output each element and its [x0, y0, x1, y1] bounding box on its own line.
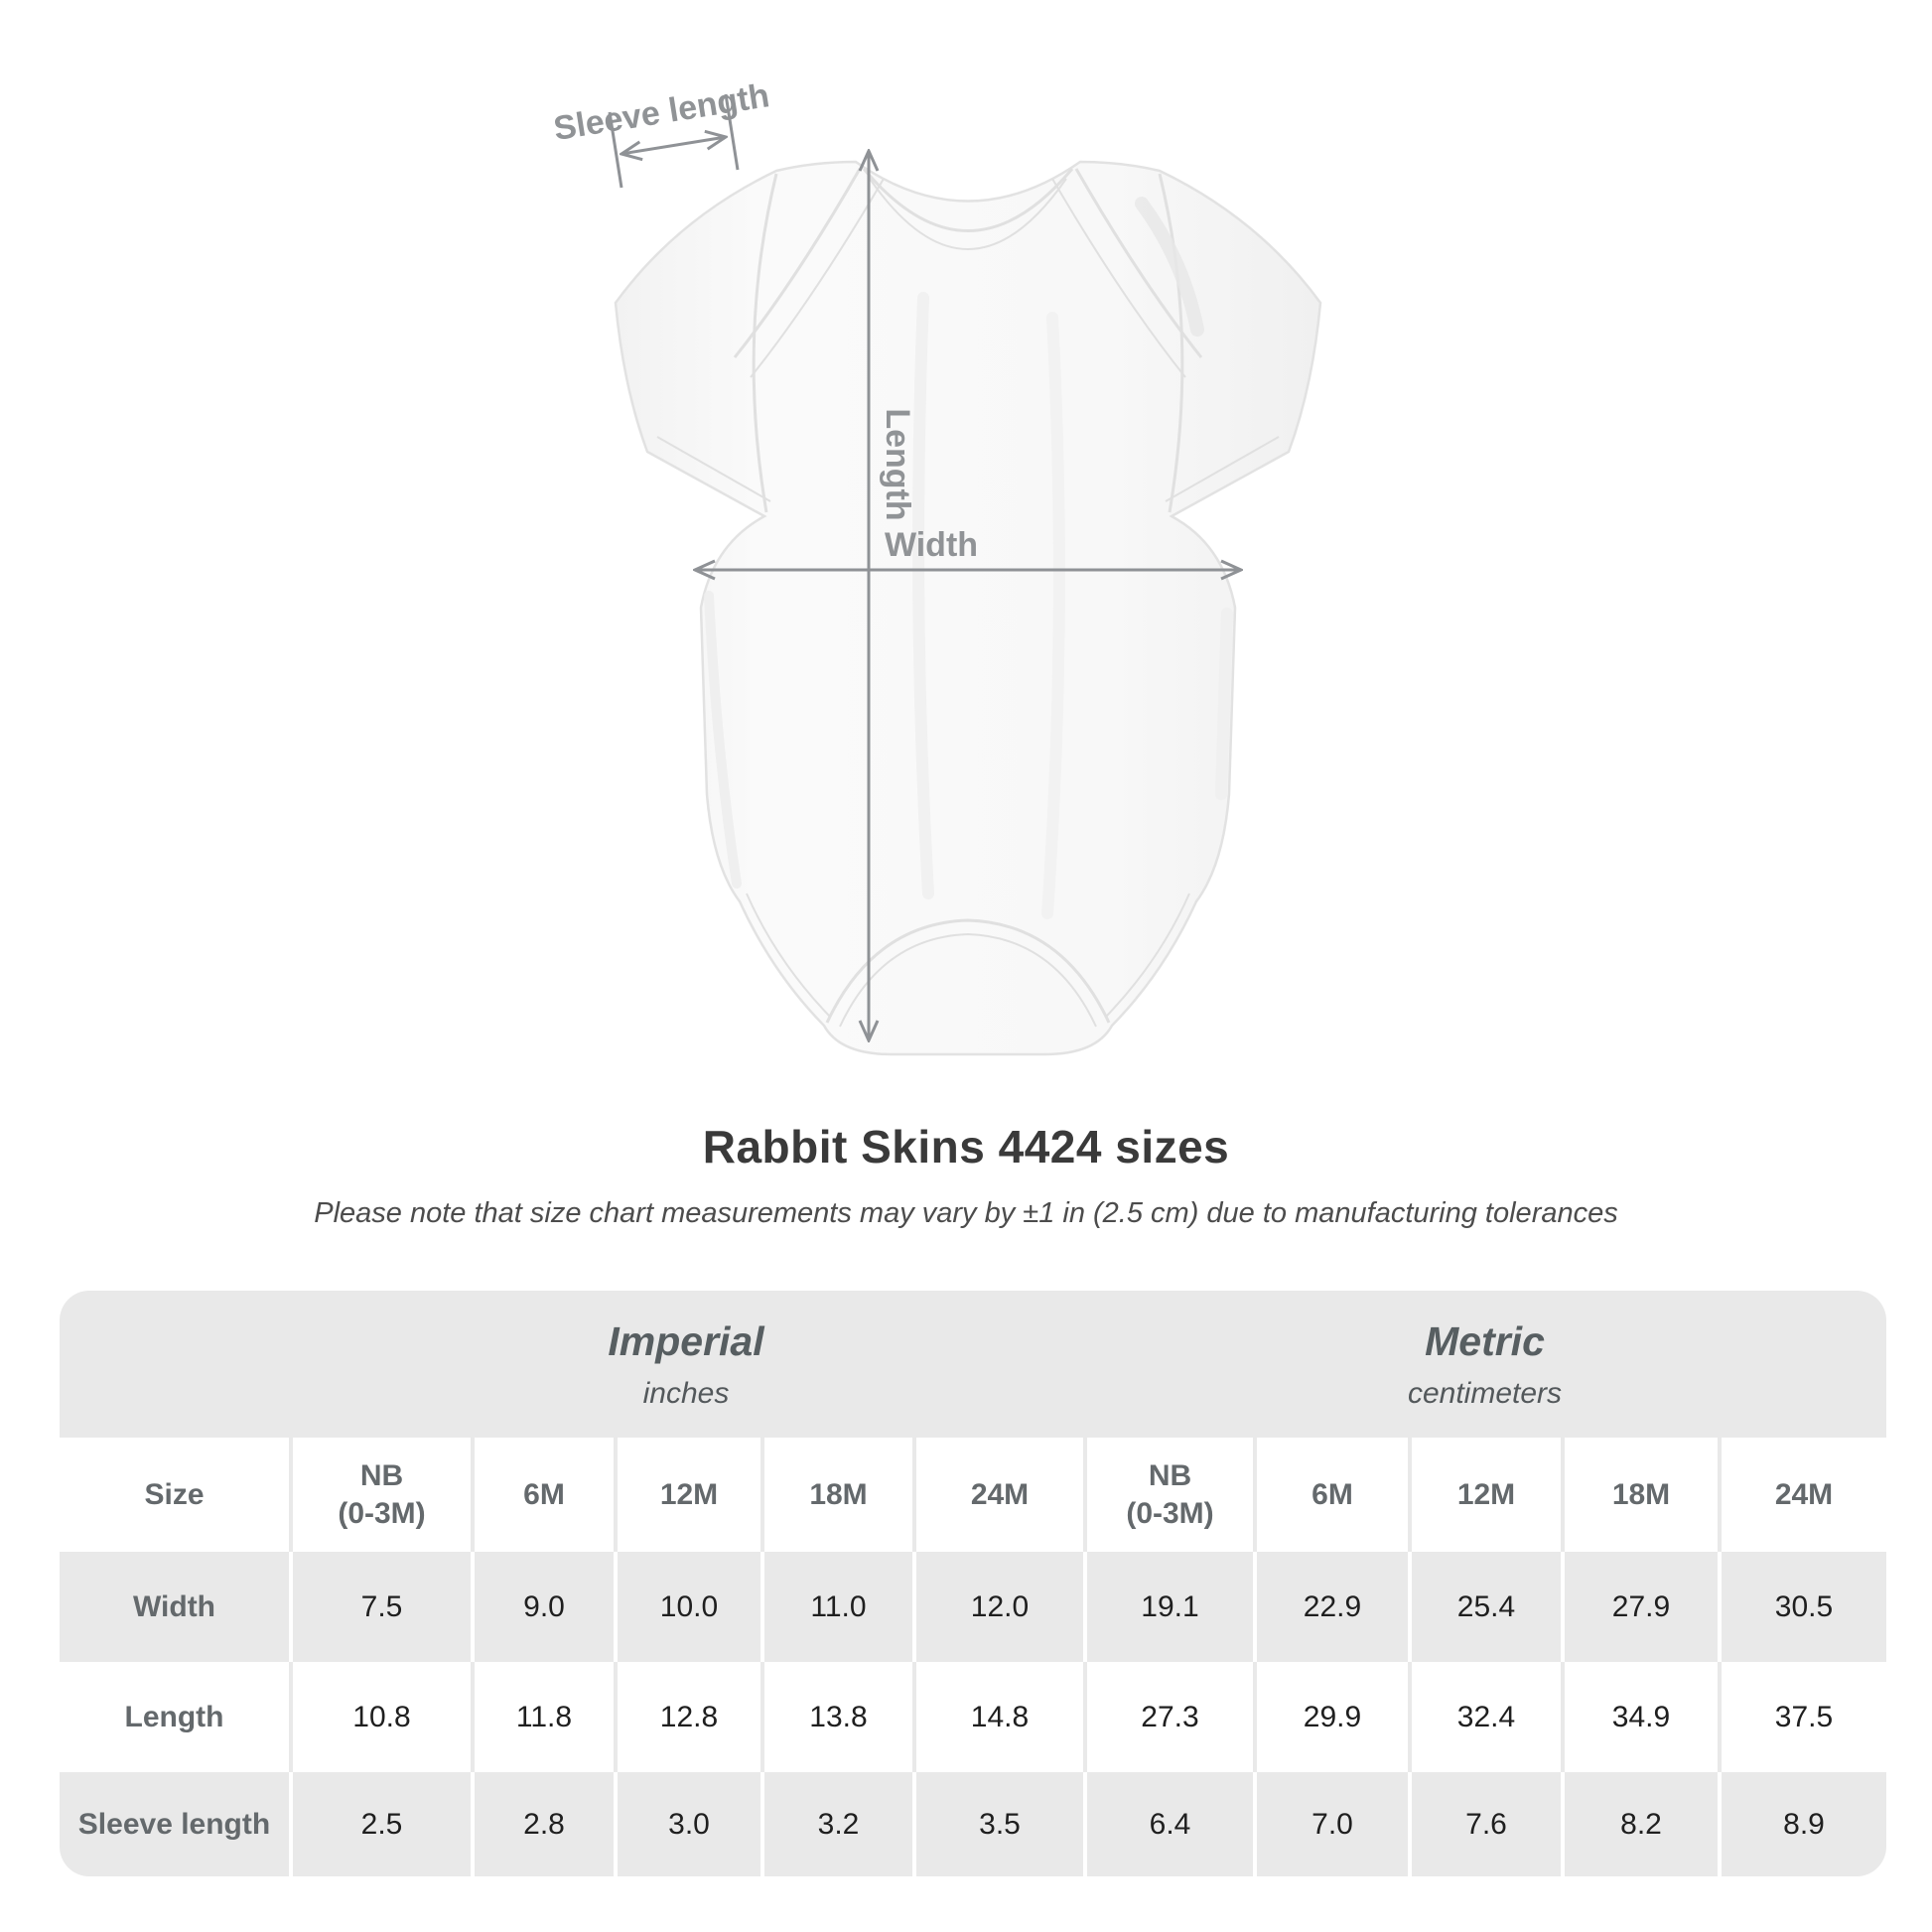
table-cell: 10.8	[289, 1662, 471, 1772]
size-column-header: Size	[60, 1438, 289, 1552]
table-cell: 14.8	[912, 1662, 1083, 1772]
imperial-section-header: Imperial inches	[289, 1291, 1083, 1438]
onesie-illustration: Sleeve length Length Width	[551, 76, 1322, 1056]
table-cell: 9.0	[471, 1552, 614, 1662]
metric-section-header: Metric centimeters	[1083, 1291, 1886, 1438]
metric-label: Metric	[1425, 1317, 1545, 1364]
table-cell: 7.0	[1253, 1772, 1408, 1876]
unit-section-band: Imperial inches Metric centimeters	[60, 1291, 1886, 1438]
tolerance-note: Please note that size chart measurements…	[314, 1197, 1618, 1229]
band-empty-corner	[60, 1291, 289, 1438]
table-cell: 22.9	[1253, 1552, 1408, 1662]
heading-block: Rabbit Skins 4424 sizes Please note that…	[0, 1120, 1932, 1230]
table-cell: 8.2	[1561, 1772, 1718, 1876]
table-cell: 2.5	[289, 1772, 471, 1876]
table-cell: 8.9	[1718, 1772, 1886, 1876]
table-cell: 12.8	[614, 1662, 760, 1772]
sleeve-tick-left	[608, 111, 623, 189]
sleeve-length-arrow	[621, 137, 726, 154]
row-label-width: Width	[60, 1552, 289, 1662]
table-cell: 7.5	[289, 1552, 471, 1662]
table-cell: 27.3	[1083, 1662, 1253, 1772]
table-cell: 2.8	[471, 1772, 614, 1876]
table-cell: 11.0	[760, 1552, 912, 1662]
table-cell: 12.0	[912, 1552, 1083, 1662]
table-cell: 3.0	[614, 1772, 760, 1876]
imperial-unit: inches	[642, 1376, 730, 1410]
col-header-nb-metric: NB (0-3M)	[1083, 1438, 1253, 1552]
col-header-24m-imperial: 24M	[912, 1438, 1083, 1552]
length-label: Length	[879, 408, 916, 520]
table-cell: 29.9	[1253, 1662, 1408, 1772]
onesie-shading	[704, 197, 1233, 919]
size-grid: Size NB (0-3M) 6M 12M 18M 24M NB (0-3M) …	[60, 1438, 1886, 1876]
page-title: Rabbit Skins 4424 sizes	[702, 1121, 1230, 1173]
col-header-12m-metric: 12M	[1408, 1438, 1561, 1552]
col-header-18m-metric: 18M	[1561, 1438, 1718, 1552]
table-cell: 27.9	[1561, 1552, 1718, 1662]
table-cell: 19.1	[1083, 1552, 1253, 1662]
sleeve-length-label: Sleeve length	[551, 76, 771, 148]
table-cell: 25.4	[1408, 1552, 1561, 1662]
width-label: Width	[885, 526, 978, 564]
col-header-12m-imperial: 12M	[614, 1438, 760, 1552]
row-label-sleeve-length: Sleeve length	[60, 1772, 289, 1876]
onesie-body	[614, 160, 1322, 1056]
table-cell: 37.5	[1718, 1662, 1886, 1772]
table-cell: 34.9	[1561, 1662, 1718, 1772]
row-label-length: Length	[60, 1662, 289, 1772]
col-header-nb-imperial: NB (0-3M)	[289, 1438, 471, 1552]
imperial-label: Imperial	[608, 1317, 764, 1364]
table-cell: 10.0	[614, 1552, 760, 1662]
sleeve-tick-right	[724, 93, 740, 171]
size-diagram: Sleeve length Length Width	[551, 76, 1322, 1056]
table-cell: 32.4	[1408, 1662, 1561, 1772]
table-cell: 3.5	[912, 1772, 1083, 1876]
col-header-24m-metric: 24M	[1718, 1438, 1886, 1552]
table-cell: 13.8	[760, 1662, 912, 1772]
size-table: Imperial inches Metric centimeters Size …	[60, 1291, 1886, 1876]
table-cell: 30.5	[1718, 1552, 1886, 1662]
metric-unit: centimeters	[1407, 1376, 1563, 1410]
measurement-arrows	[608, 93, 1241, 1040]
col-header-6m-imperial: 6M	[471, 1438, 614, 1552]
table-cell: 11.8	[471, 1662, 614, 1772]
table-cell: 3.2	[760, 1772, 912, 1876]
table-cell: 7.6	[1408, 1772, 1561, 1876]
table-cell: 6.4	[1083, 1772, 1253, 1876]
col-header-6m-metric: 6M	[1253, 1438, 1408, 1552]
col-header-18m-imperial: 18M	[760, 1438, 912, 1552]
